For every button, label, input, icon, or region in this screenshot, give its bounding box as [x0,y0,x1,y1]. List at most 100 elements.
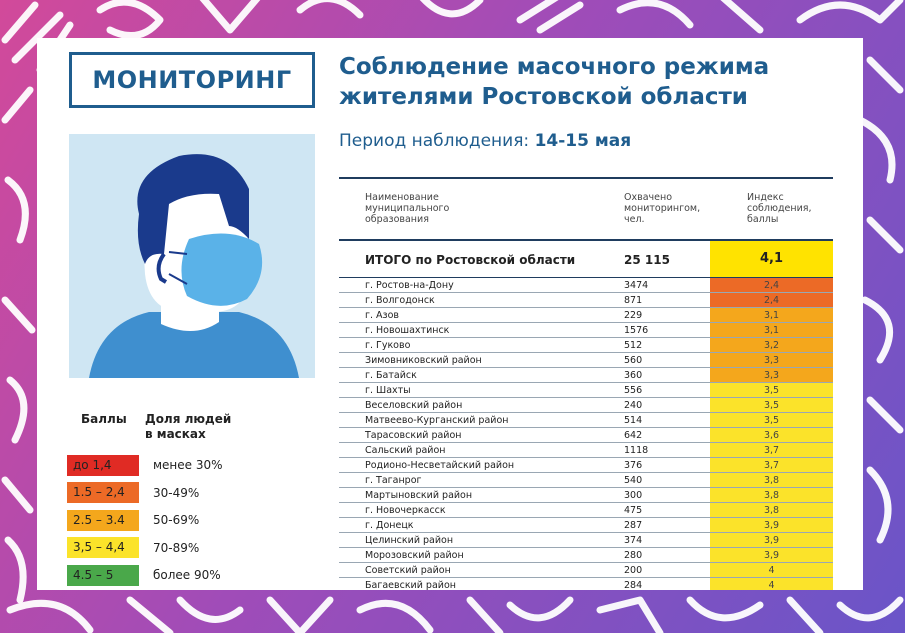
legend-col-share-line2: в масках [145,427,206,441]
legend-share: 70-89% [153,540,200,555]
row-index: 3,5 [710,398,833,412]
table-row: г. Азов 229 3,1 [339,308,833,323]
row-index: 3,2 [710,338,833,352]
table-body: г. Ростов-на-Дону 3474 2,4 г. Волгодонск 871… [339,278,833,590]
header-municipality-line3: образования [365,214,429,225]
table-row: Матвеево-Курганский район 514 3,5 [339,413,833,428]
page-title: Соблюдение масочного режима жителями Рос… [339,52,839,112]
row-count: 512 [624,340,643,351]
row-municipality: г. Шахты [365,385,411,396]
legend-share: менее 30% [153,458,223,472]
row-count: 514 [624,415,643,426]
row-index: 3,9 [710,518,833,532]
row-municipality: Мартыновский район [365,490,473,501]
row-index: 3,8 [710,503,833,517]
row-index: 4 [710,578,833,590]
row-index: 2,4 [710,278,833,292]
monitoring-badge: МОНИТОРИНГ [69,52,315,108]
row-municipality: г. Донецк [365,520,414,531]
total-index: 4,1 [710,241,833,277]
table-row: г. Волгодонск 871 2,4 [339,293,833,308]
period-value: 14-15 мая [534,131,632,151]
monitoring-badge-label: МОНИТОРИНГ [92,66,292,94]
row-count: 1576 [624,325,649,336]
header-index-line1: Индекс [747,192,784,203]
row-count: 360 [624,370,643,381]
row-municipality: г. Новочеркасск [365,505,446,516]
period-label: Период наблюдения: [339,131,530,151]
total-name: ИТОГО по Ростовской области [365,253,576,267]
row-index: 3,8 [710,473,833,487]
legend-item: до 1,4 менее 30% [67,454,297,476]
title-line-1: Соблюдение масочного режима [339,54,770,80]
row-count: 284 [624,580,643,590]
row-count: 1118 [624,445,649,456]
row-index: 3,8 [710,488,833,502]
legend-item: 2.5 – 3.4 50-69% [67,509,297,531]
header-municipality-line1: Наименование [365,192,439,203]
row-count: 642 [624,430,643,441]
total-count: 25 115 [624,253,670,267]
row-municipality: Целинский район [365,535,454,546]
legend-item: 3,5 – 4,4 70-89% [67,537,297,559]
row-index: 4 [710,563,833,577]
legend-rows: до 1,4 менее 30% 1.5 – 2,4 30-49% 2.5 – 3.4 5… [67,454,297,586]
row-municipality: Тарасовский район [365,430,462,441]
legend-col-score: Баллы [81,412,127,426]
header-index-line3: баллы [747,214,779,225]
legend-share: 30-49% [153,485,200,500]
row-index: 3,7 [710,443,833,457]
legend-swatch: 4.5 – 5 [67,564,139,586]
row-municipality: Родионо-Несветайский район [365,460,515,471]
row-index: 3,9 [710,548,833,562]
total-row: ИТОГО по Ростовской области 25 115 4,1 [339,241,833,278]
row-municipality: г. Ростов-на-Дону [365,280,454,291]
table-row: Морозовский район 280 3,9 [339,548,833,563]
masked-person-icon [89,154,299,378]
header-index-line2: соблюдения, [747,203,812,214]
row-index: 2,4 [710,293,833,307]
row-municipality: Морозовский район [365,550,464,561]
header-monitored: Охвачено мониторингом, чел. [624,192,714,225]
row-index: 3,9 [710,533,833,547]
row-municipality: Матвеево-Курганский район [365,415,509,426]
row-index: 3,5 [710,383,833,397]
table-row: Веселовский район 240 3,5 [339,398,833,413]
row-municipality: г. Азов [365,310,399,321]
row-index: 3,1 [710,308,833,322]
header-municipality-line2: муниципального [365,203,450,214]
row-municipality: г. Таганрог [365,475,422,486]
row-count: 376 [624,460,643,471]
row-index: 3,3 [710,368,833,382]
legend-col-share-line1: Доля людей [145,412,232,426]
legend-item: 1.5 – 2,4 30-49% [67,482,297,504]
legend-header: Баллы Доля людей в масках [67,412,297,442]
row-count: 556 [624,385,643,396]
legend-share: 50-69% [153,513,200,527]
header-municipality: Наименование муниципального образования [365,192,525,225]
row-index: 3,6 [710,428,833,442]
row-count: 560 [624,355,643,366]
row-count: 229 [624,310,643,321]
table-row: г. Батайск 360 3,3 [339,368,833,383]
table-row: Советский район 200 4 [339,563,833,578]
legend-share: более 90% [153,568,221,582]
infographic-card: МОНИТОРИНГ Соблюдение масочного режима ж… [37,38,863,590]
legend-swatch: 2.5 – 3.4 [67,509,139,531]
row-count: 300 [624,490,643,501]
header-monitored-line1: Охвачено [624,192,673,203]
legend-item: 4.5 – 5 более 90% [67,564,297,586]
row-index: 3,5 [710,413,833,427]
table-row: Тарасовский район 642 3,6 [339,428,833,443]
masked-person-illustration [69,134,315,378]
table-row: г. Шахты 556 3,5 [339,383,833,398]
header-index: Индекс соблюдения, баллы [747,192,837,225]
observation-period: Период наблюдения: 14-15 мая [339,131,631,151]
row-count: 3474 [624,280,649,291]
row-count: 280 [624,550,643,561]
row-count: 240 [624,400,643,411]
legend-swatch: 1.5 – 2,4 [67,482,139,503]
row-index: 3,1 [710,323,833,337]
